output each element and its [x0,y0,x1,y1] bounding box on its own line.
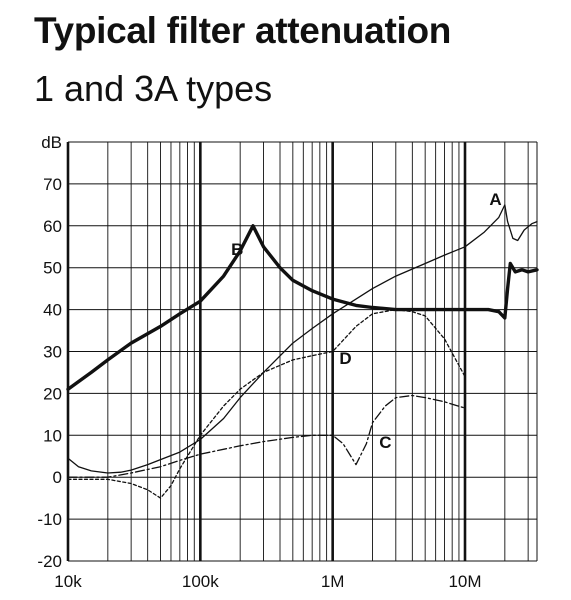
x-tick-label: 10k [54,572,82,591]
series-lines [66,204,539,499]
series-line-c [67,394,466,478]
x-tick-label: 1M [321,572,345,591]
y-tick-label: 20 [43,384,62,403]
y-tick-label: 0 [53,468,62,487]
y-tick-label: 50 [43,259,62,278]
y-tick-label: 60 [43,217,62,236]
y-tick-label: -10 [37,510,62,529]
y-tick-label: 40 [43,301,62,320]
chart-subtitle: 1 and 3A types [34,68,273,109]
x-tick-label: 100k [182,572,219,591]
grid [66,141,538,562]
series-label-a: A [489,190,501,209]
series-label-b: B [231,240,243,259]
series-label-d: D [339,349,351,368]
series-line-d [67,308,466,499]
x-tick-label: 10M [448,572,481,591]
y-tick-label: -20 [37,552,62,571]
series-line-a [67,204,538,474]
y-tick-label: dB [41,133,62,152]
series-line-b [66,224,539,391]
series-label-c: C [379,433,391,452]
chart-title: Typical filter attenuation [34,10,452,51]
y-tick-label: 70 [43,175,62,194]
y-tick-label: 10 [43,426,62,445]
y-tick-label: 30 [43,343,62,362]
series-labels: A B C D [231,190,502,452]
